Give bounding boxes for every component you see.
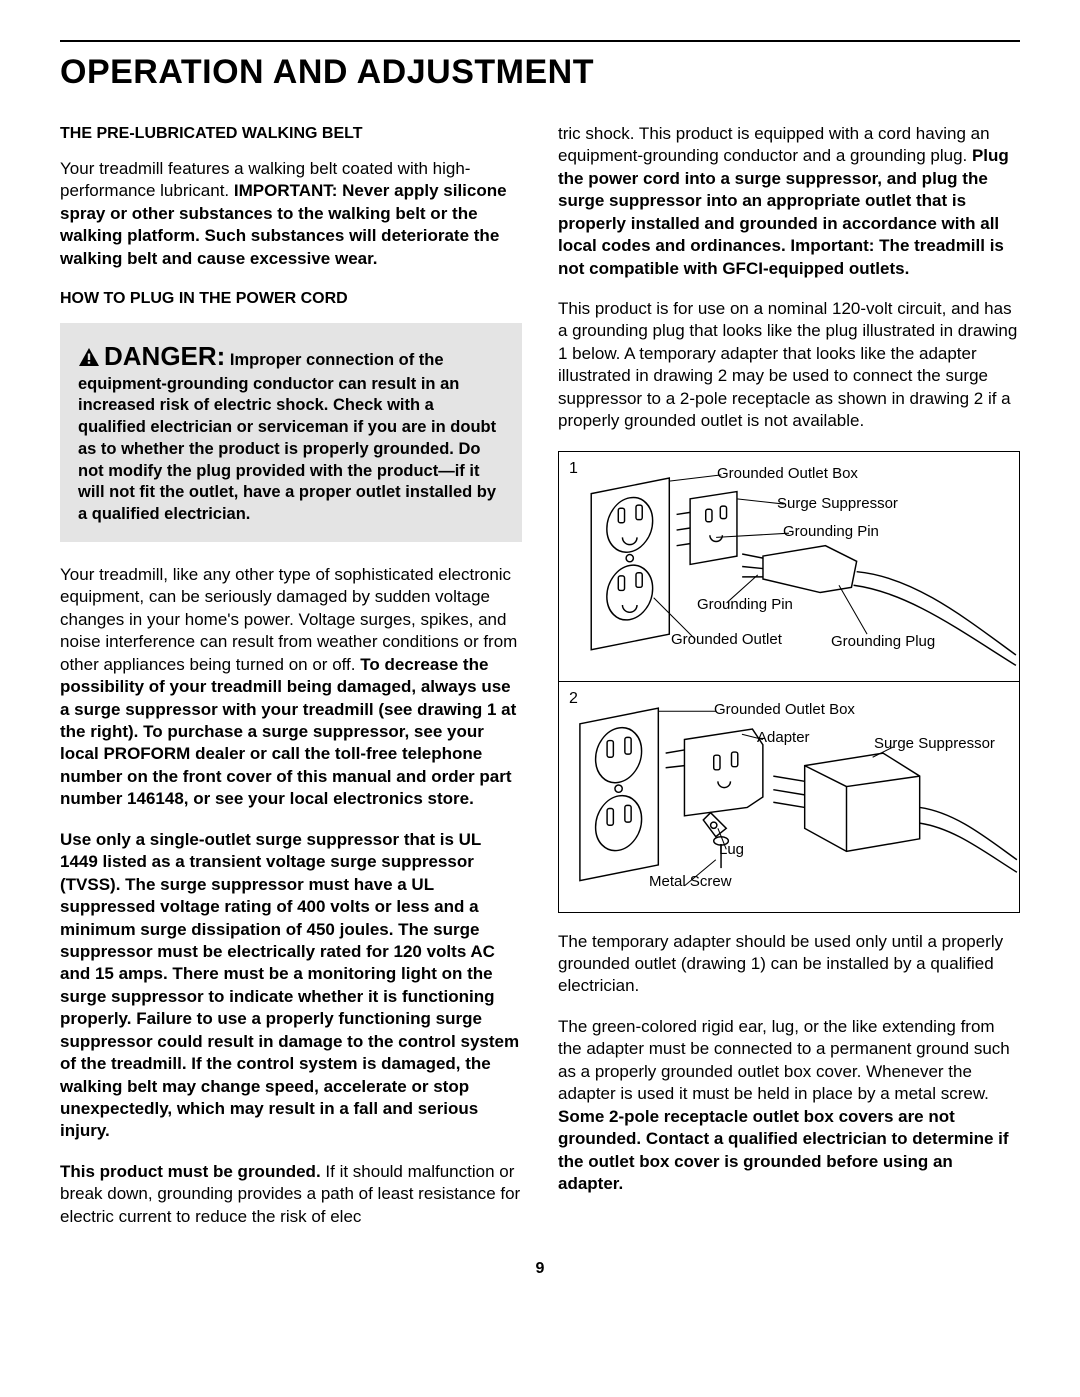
warning-triangle-icon [78,347,100,367]
danger-word: DANGER: [104,341,225,371]
diagram-panel-2: 2 [559,682,1019,912]
p2-bold: To decrease the possibility of your trea… [60,655,516,809]
label-adapter: Adapter [757,728,810,748]
wiring-diagrams: 1 [558,451,1020,913]
p4-bold: This product must be grounded. [60,1162,321,1181]
label-surge-suppressor-2: Surge Suppressor [874,734,995,754]
two-column-layout: THE PRE-LUBRICATED WALKING BELT Your tre… [60,123,1020,1228]
top-rule [60,40,1020,42]
surge-spec-para: Use only a single-outlet surge suppresso… [60,829,522,1143]
p4-plain-r: The green-colored rigid ear, lug, or the… [558,1017,1010,1103]
label-grounded-outlet: Grounded Outlet [671,630,782,650]
right-p2: This product is for use on a nominal 120… [558,298,1020,433]
label-lug: Lug [719,840,744,860]
danger-callout: DANGER: Improper connection of the equip… [60,323,522,542]
page-number: 9 [60,1258,1020,1279]
page-title: OPERATION AND ADJUSTMENT [60,50,1020,95]
right-p3: The temporary adapter should be used onl… [558,931,1020,998]
p1a: tric shock. This product is equipped wit… [558,124,990,165]
walking-belt-para: Your treadmill features a walking belt c… [60,158,522,270]
subhead-walking-belt: THE PRE-LUBRICATED WALKING BELT [60,123,522,144]
label-surge-suppressor-1: Surge Suppressor [777,494,898,514]
label-grounding-plug: Grounding Plug [831,632,935,652]
label-grounding-pin-b: Grounding Pin [697,595,793,615]
subhead-power-cord: HOW TO PLUG IN THE POWER CORD [60,288,522,309]
grounding-para: This product must be grounded. If it sho… [60,1161,522,1228]
danger-body: Improper connection of the equipment-gro… [78,351,496,523]
diagram-1-svg [559,452,1019,681]
label-grounded-outlet-box-1: Grounded Outlet Box [717,464,858,484]
label-grounded-outlet-box-2: Grounded Outlet Box [714,700,855,720]
p1b: Plug the power cord into a surge suppres… [558,146,1009,277]
diagram-panel-1: 1 [559,452,1019,682]
p4-bold-r: Some 2-pole receptacle outlet box covers… [558,1107,1009,1193]
right-p4: The green-colored rigid ear, lug, or the… [558,1016,1020,1196]
label-metal-screw: Metal Screw [649,872,732,892]
danger-paragraph: DANGER: Improper connection of the equip… [78,339,504,526]
right-column: tric shock. This product is equipped wit… [558,123,1020,1228]
right-p1: tric shock. This product is equipped wit… [558,123,1020,280]
left-column: THE PRE-LUBRICATED WALKING BELT Your tre… [60,123,522,1228]
surge-para-1: Your treadmill, like any other type of s… [60,564,522,811]
label-grounding-pin-a: Grounding Pin [783,522,879,542]
